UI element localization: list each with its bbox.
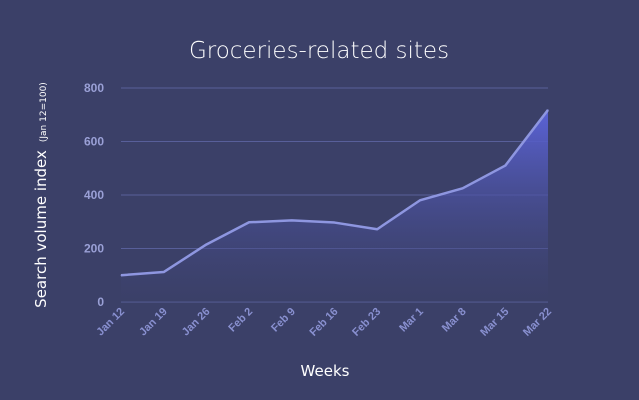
- x-tick-label: Mar 15: [478, 306, 511, 339]
- data-point: [504, 165, 506, 167]
- x-tick-label: Jan 12: [94, 306, 127, 339]
- x-tick-label: Feb 16: [307, 306, 340, 339]
- y-axis-ticks: 0 200 400 600 800: [84, 81, 104, 309]
- data-point: [120, 274, 122, 276]
- y-tick-label: 400: [84, 188, 104, 202]
- data-point: [419, 199, 421, 201]
- x-tick-label: Jan 26: [180, 306, 213, 339]
- data-point: [248, 221, 250, 223]
- x-tick-label: Mar 8: [440, 306, 469, 335]
- y-tick-label: 0: [97, 295, 104, 309]
- x-tick-label: Feb 2: [226, 306, 255, 335]
- data-point: [291, 219, 293, 221]
- data-point: [376, 228, 378, 230]
- area-fill: [121, 109, 548, 302]
- y-tick-label: 800: [84, 81, 104, 95]
- x-tick-label: Feb 23: [350, 306, 383, 339]
- y-tick-label: 200: [84, 242, 104, 256]
- x-tick-label: Jan 19: [137, 306, 170, 339]
- y-axis-title-main: Search volume index: [32, 150, 50, 308]
- data-point: [547, 109, 549, 111]
- y-axis-title-note: (Jan 12=100): [39, 82, 49, 142]
- data-point: [163, 271, 165, 273]
- y-axis-title: Search volume index (Jan 12=100): [32, 82, 50, 308]
- chart-title: Groceries-related sites: [189, 38, 449, 64]
- data-point: [334, 222, 335, 224]
- data-point: [205, 243, 207, 245]
- x-axis-title: Weeks: [301, 362, 350, 380]
- x-tick-label: Mar 22: [521, 306, 554, 339]
- x-axis-ticks: Jan 12 Jan 19 Jan 26 Feb 2 Feb 9 Feb 16 Feb 23…: [94, 306, 554, 339]
- x-tick-label: Mar 1: [397, 306, 426, 335]
- data-point: [462, 187, 464, 189]
- y-axis-title-group: Search volume index (Jan 12=100): [32, 82, 50, 308]
- x-tick-label: Feb 9: [269, 306, 298, 335]
- plot-area: [120, 109, 549, 302]
- y-tick-label: 600: [84, 135, 104, 149]
